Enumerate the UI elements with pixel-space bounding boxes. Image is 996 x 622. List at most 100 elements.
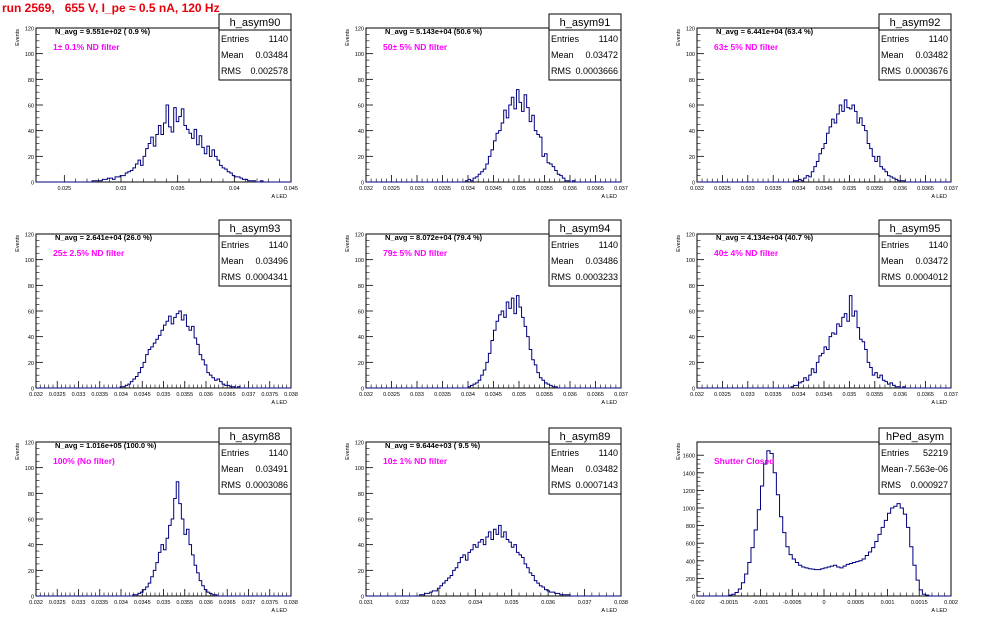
- y-tick-label: 0: [692, 181, 695, 187]
- stats-value: 0.0007143: [575, 480, 618, 490]
- histogram-bin: [550, 592, 553, 596]
- x-tick-label: 0.036: [893, 186, 907, 192]
- histogram-bin: [837, 567, 840, 596]
- x-tick-label: 0.035: [512, 186, 526, 192]
- x-tick-label: 0.0345: [816, 392, 833, 398]
- page-title: run 2569, 655 V, I_pe ≈ 0.5 nA, 120 Hz: [2, 1, 220, 15]
- histogram-bin: [821, 353, 824, 388]
- histogram-bin: [519, 307, 522, 388]
- histogram-bin: [151, 347, 154, 388]
- histogram-bin: [891, 508, 894, 596]
- y-tick-label: 0: [31, 595, 34, 601]
- histogram-bin: [148, 350, 151, 389]
- y-tick-label: 100: [25, 466, 34, 472]
- stats-value: 1140: [929, 240, 948, 250]
- histogram-outline: [36, 104, 291, 183]
- histogram-bin: [499, 315, 502, 388]
- stats-label: Entries: [881, 448, 910, 458]
- stats-value: 1140: [599, 240, 618, 250]
- x-tick-label: 0.034: [461, 186, 475, 192]
- n-avg-label: N_avg = 9.551e+02 ( 0.9 %): [55, 27, 151, 36]
- filter-annotation: 79± 5% ND filter: [383, 248, 448, 258]
- y-tick-label: 120: [355, 233, 364, 239]
- histogram-bin: [832, 333, 835, 388]
- histogram-bin: [884, 520, 887, 596]
- histogram-bin: [897, 504, 900, 596]
- x-axis-label: A LED: [271, 608, 287, 614]
- x-tick-label: 0.04: [229, 186, 240, 192]
- filter-annotation: 10± 1% ND filter: [383, 456, 448, 466]
- x-tick-label: 0.032: [690, 392, 704, 398]
- histogram-bin: [161, 135, 164, 182]
- histogram-bin: [808, 569, 811, 596]
- histogram-bin: [814, 570, 817, 596]
- histogram-panel-hPed_asym: 0 200 400 600 800 1000 1200 1400 1600 -0.002 -0.00…: [676, 427, 958, 614]
- histogram-panel-h_asym91: 0 20 40 60 80 100 120 0.032 0.0325 0.033 0.0335 0.0…: [345, 13, 628, 200]
- x-tick-label: 0.0375: [261, 600, 278, 606]
- stats-label: Mean: [551, 464, 574, 474]
- stats-value: 1140: [269, 34, 288, 44]
- stats-label: Entries: [881, 34, 910, 44]
- stats-label: RMS: [221, 66, 241, 76]
- stats-value: 0.0003086: [245, 480, 288, 490]
- y-tick-label: 60: [28, 518, 34, 524]
- histogram-bin: [478, 542, 481, 596]
- histogram-bin: [900, 508, 903, 596]
- x-tick-label: 0.0325: [383, 186, 400, 192]
- histogram-bin: [522, 317, 525, 388]
- histogram-panel-h_asym90: 0 20 40 60 80 100 120 0.025 0.03 0.035 0.04 0.045 Ev…: [15, 13, 298, 200]
- histogram-outline: [697, 450, 951, 597]
- histogram-bin: [483, 545, 486, 596]
- y-tick-label: 0: [692, 595, 695, 601]
- histogram-bin: [156, 339, 159, 388]
- y-tick-label: 100: [25, 52, 34, 58]
- y-tick-label: 400: [686, 559, 695, 565]
- filter-annotation: 25± 2.5% ND filter: [53, 248, 125, 258]
- x-tick-label: 0.035: [505, 600, 519, 606]
- y-axis-label: Events: [15, 29, 21, 46]
- x-tick-label: 0.036: [563, 392, 577, 398]
- x-tick-label: 0.0335: [91, 600, 108, 606]
- x-tick-label: -0.0005: [783, 600, 802, 606]
- histogram-bin: [471, 550, 474, 596]
- histogram-outline: [697, 295, 951, 389]
- stats-label: RMS: [881, 66, 901, 76]
- histogram-bin: [184, 534, 187, 596]
- histogram-bin: [857, 123, 860, 182]
- histogram-bin: [486, 537, 489, 596]
- histogram-bin: [171, 132, 174, 182]
- histogram-bin: [499, 131, 502, 182]
- y-tick-label: 80: [28, 78, 34, 84]
- y-tick-label: 20: [358, 361, 364, 367]
- histogram-bin: [514, 109, 517, 182]
- histogram-name: h_asym91: [560, 17, 611, 29]
- stats-value: 0.03472: [915, 256, 948, 266]
- histogram-outline: [36, 481, 291, 597]
- y-tick-label: 20: [689, 155, 695, 161]
- histogram-bin: [799, 565, 802, 596]
- histogram-bin: [481, 540, 484, 596]
- histogram-bin: [529, 573, 532, 596]
- x-tick-label: 0.038: [614, 600, 628, 606]
- y-tick-label: 200: [686, 577, 695, 583]
- stats-value: 0.03484: [255, 50, 288, 60]
- y-axis-label: Events: [676, 235, 682, 252]
- y-tick-label: 60: [28, 104, 34, 110]
- x-tick-label: 0.0355: [866, 392, 883, 398]
- histogram-bin: [862, 126, 865, 182]
- n-avg-label: N_avg = 2.641e+04 (26.0 %): [55, 233, 153, 242]
- stats-box-body: [218, 235, 292, 287]
- y-tick-label: 40: [358, 543, 364, 549]
- x-tick-label: 0.032: [690, 186, 704, 192]
- x-tick-label: 0.037: [614, 186, 628, 192]
- stats-value: 0.03486: [585, 256, 618, 266]
- x-tick-label: 0.0005: [847, 600, 864, 606]
- y-tick-label: 100: [355, 466, 364, 472]
- histogram-bin: [821, 569, 824, 596]
- stats-value: 0.0004012: [905, 272, 948, 282]
- histogram-bin: [215, 380, 218, 388]
- y-tick-label: 80: [689, 284, 695, 290]
- x-axis-label: A LED: [601, 608, 617, 614]
- x-tick-label: 0.034: [461, 392, 475, 398]
- histogram-outline: [366, 295, 621, 389]
